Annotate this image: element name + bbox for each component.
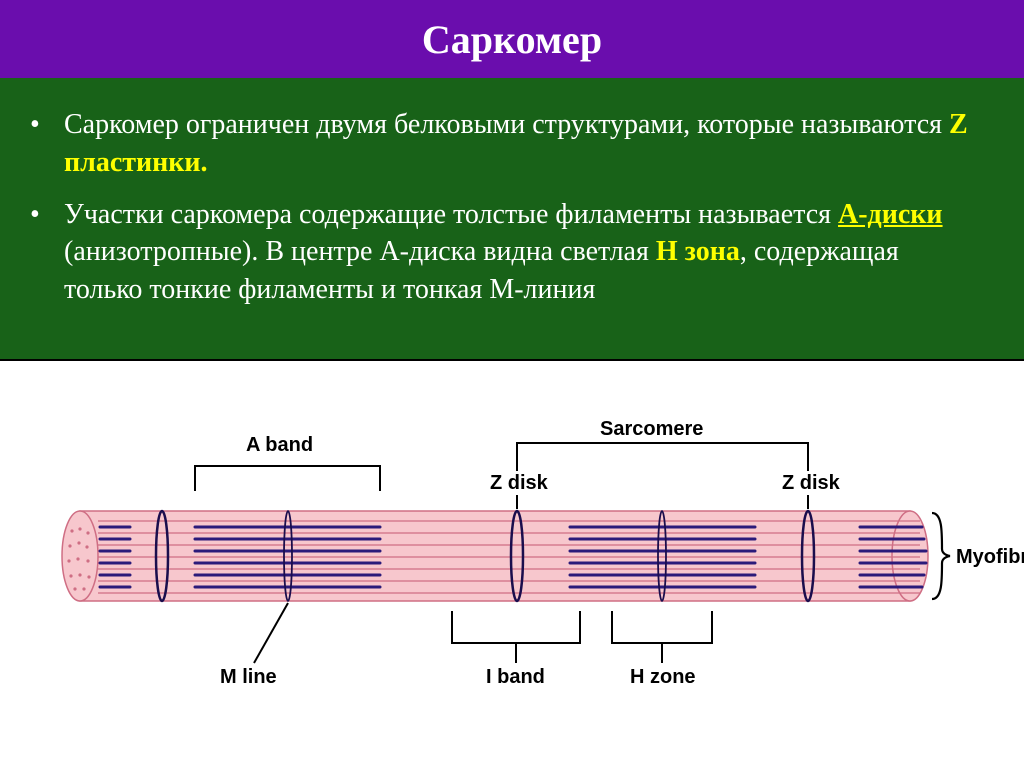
label-h-zone: H zone <box>630 666 696 688</box>
label-a-band: A band <box>246 434 313 456</box>
b1-text: Саркомер ограничен двумя белковыми струк… <box>64 109 949 140</box>
b2-pre: Участки саркомера содержащие толстые фил… <box>64 199 838 230</box>
h-zone-bracket <box>612 611 712 663</box>
label-z-disk-1: Z disk <box>490 472 549 494</box>
label-i-band: I band <box>486 666 545 688</box>
label-m-line: M line <box>220 666 277 688</box>
m-line-leader <box>254 603 288 663</box>
title-bar: Саркомер <box>0 0 1024 78</box>
label-sarcomere: Sarcomere <box>600 418 703 440</box>
myofibril-body <box>62 511 928 601</box>
sarcomere-bracket <box>517 443 808 471</box>
sarcomere-diagram: A band Sarcomere Z disk Z disk M line I … <box>0 361 1024 691</box>
label-z-disk-2: Z disk <box>782 472 841 494</box>
bullet-2: Участки саркомера содержащие толстые фил… <box>56 196 984 309</box>
i-band-bracket <box>452 611 580 663</box>
a-band-bracket <box>195 466 380 491</box>
text-panel: Саркомер ограничен двумя белковыми струк… <box>0 78 1024 361</box>
b2-highlight-h: Н зона <box>656 236 740 267</box>
myofibril-brace <box>932 513 950 599</box>
b2-mid1: (анизотропные). В центре А-диска видна с… <box>64 236 656 267</box>
bullet-1: Саркомер ограничен двумя белковыми струк… <box>56 106 984 182</box>
b2-highlight-a: А-диски <box>838 199 943 230</box>
diagram-svg: A band Sarcomere Z disk Z disk M line I … <box>0 371 1024 691</box>
page-title: Саркомер <box>422 16 602 63</box>
bullet-list: Саркомер ограничен двумя белковыми струк… <box>56 106 984 309</box>
label-myofibril: Myofibril <box>956 546 1024 568</box>
